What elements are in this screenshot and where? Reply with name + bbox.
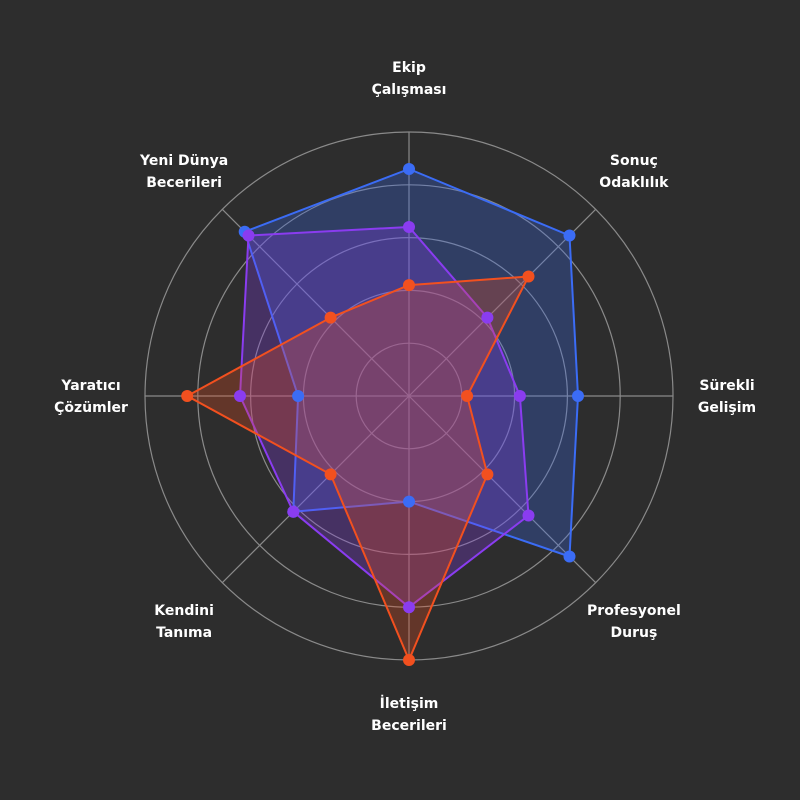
axis-label-7-line-1: Yaratıcı — [60, 378, 120, 394]
axis-label-2-line-2: Odaklılık — [599, 175, 669, 191]
series-1-point-1 — [403, 163, 415, 175]
axis-label-1-line-1: Ekip — [392, 60, 426, 76]
series-1-point-2 — [563, 229, 576, 242]
spoke-8 — [221, 208, 410, 397]
axis-label-6: Kendini Tanıma — [154, 603, 214, 641]
series-3-point-7 — [181, 390, 194, 402]
axis-label-3: Sürekli Gelişim — [698, 378, 756, 416]
axis-label-8-line-2: Becerileri — [146, 175, 222, 191]
axis-label-4: Profesyonel Duruş — [587, 603, 681, 641]
axis-label-2: Sonuç Odaklılık — [599, 153, 669, 191]
series-1-point-3 — [572, 390, 584, 402]
series-3-point-4 — [481, 468, 494, 481]
axis-label-4-line-1: Profesyonel — [587, 603, 681, 619]
axis-label-4-line-2: Duruş — [611, 625, 658, 641]
series-2-point-5 — [403, 601, 415, 614]
axis-label-3-line-2: Gelişim — [698, 400, 756, 416]
axis-label-1-line-2: Çalışması — [372, 82, 447, 98]
series-2-point-1 — [403, 221, 415, 233]
series-3-point-5 — [403, 654, 415, 666]
series-2-point-7 — [234, 390, 246, 402]
series-2-point-8 — [242, 229, 255, 242]
axis-label-8-line-1: Yeni Dünya — [139, 153, 228, 169]
spoke-4 — [408, 395, 597, 584]
axis-label-6-line-1: Kendini — [154, 603, 214, 619]
series-3-point-2 — [522, 270, 535, 283]
series-3-point-6 — [324, 468, 337, 481]
axis-label-5-line-1: İletişim — [380, 695, 439, 712]
series-1-point-5 — [403, 495, 415, 508]
axis-label-7-line-2: Çözümler — [54, 400, 128, 416]
series-1-point-4 — [563, 550, 576, 563]
series-2-point-2 — [481, 311, 494, 324]
series-3-area — [186, 275, 530, 661]
axis-label-2-line-1: Sonuç — [610, 153, 658, 169]
series-3-point-3 — [461, 390, 474, 402]
axis-label-8: Yeni Dünya Becerileri — [139, 153, 228, 191]
axis-label-7: Yaratıcı Çözümler — [54, 378, 128, 416]
axis-label-5-line-2: Becerileri — [371, 718, 447, 734]
axis-label-1: Ekip Çalışması — [372, 60, 447, 98]
series-3-point-1 — [403, 279, 415, 292]
spoke-2 — [408, 208, 597, 397]
spoke-6 — [221, 395, 410, 584]
radar-series — [181, 163, 584, 666]
series-2-point-6 — [287, 505, 300, 518]
series-2-point-3 — [513, 390, 526, 402]
series-3-point-8 — [324, 311, 337, 324]
series-2-point-4 — [522, 509, 535, 522]
axis-label-5: İletişim Becerileri — [371, 695, 447, 734]
axis-label-6-line-2: Tanıma — [156, 625, 212, 641]
axis-label-3-line-1: Sürekli — [699, 378, 754, 394]
series-1-point-7 — [292, 390, 305, 402]
axis-labels: Ekip Çalışması Sonuç Odaklılık Sürekli Gelişi… — [54, 60, 756, 734]
